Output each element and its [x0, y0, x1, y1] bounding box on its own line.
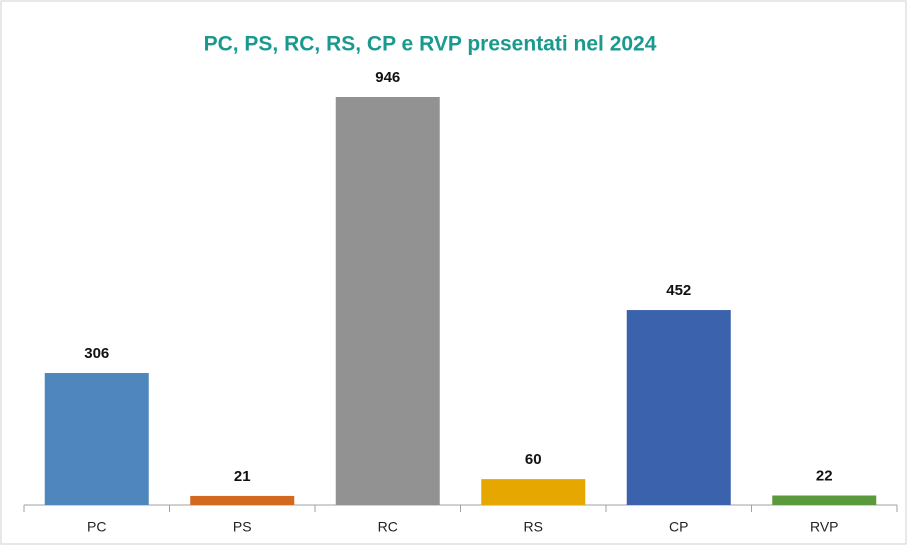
data-label: 21	[234, 468, 251, 485]
data-label: 60	[525, 451, 542, 468]
data-label: 452	[666, 282, 691, 299]
bar	[44, 373, 149, 505]
bar	[190, 495, 295, 505]
x-tick-label: PC	[87, 519, 106, 535]
data-label: 306	[84, 345, 109, 362]
chart-title: PC, PS, RC, RS, CP e RVP presentati nel …	[204, 33, 657, 56]
bar	[772, 495, 877, 505]
x-tick-label: CP	[669, 519, 688, 535]
bar	[481, 479, 586, 505]
data-label: 22	[816, 467, 833, 484]
data-label: 946	[375, 69, 400, 86]
x-tick-label: PS	[233, 519, 252, 535]
x-tick-label: RC	[378, 519, 398, 535]
bar	[626, 310, 731, 505]
x-tick-label: RVP	[810, 519, 839, 535]
bar	[335, 97, 440, 505]
x-tick-label: RS	[524, 519, 543, 535]
